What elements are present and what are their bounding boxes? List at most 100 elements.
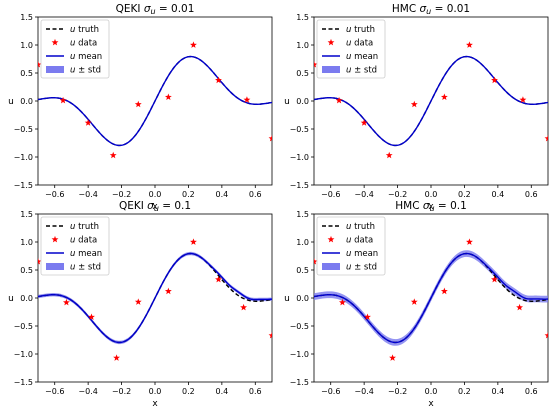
y-tick-label: 1.5 <box>20 210 33 219</box>
x-tick-label: 0.0 <box>425 387 438 396</box>
x-tick-label: 0.2 <box>458 387 471 396</box>
data-point <box>88 313 95 320</box>
data-point <box>84 119 92 126</box>
y-tick-label: −0.5 <box>290 322 309 331</box>
data-point <box>38 258 42 265</box>
data-point <box>389 354 396 361</box>
y-tick-label: 0.0 <box>20 97 33 106</box>
x-tick-label: 0.0 <box>149 387 162 396</box>
y-tick-label: 1.0 <box>20 238 33 247</box>
y-tick-label: −1.5 <box>14 378 33 387</box>
x-tick-label: 0.6 <box>249 190 262 199</box>
legend-label: u truth <box>346 25 375 35</box>
y-tick-label: −1.0 <box>290 350 309 359</box>
y-tick-label: −1.0 <box>14 153 33 162</box>
legend-box <box>316 216 386 276</box>
x-tick-label: −0.6 <box>45 190 64 199</box>
y-tick-label: 0.5 <box>20 266 33 275</box>
legend-label: u mean <box>346 52 378 62</box>
data-point <box>190 41 197 48</box>
y-tick-label: 0.0 <box>20 294 33 303</box>
y-tick-label: −1.0 <box>14 350 33 359</box>
y-tick-label: −1.5 <box>290 181 309 190</box>
x-tick-label: 0.2 <box>182 387 195 396</box>
data-point <box>410 298 418 305</box>
x-tick-label: 0.2 <box>458 190 471 199</box>
x-tick-label: 0.4 <box>215 387 228 396</box>
data-point <box>516 303 524 311</box>
y-tick-label: 0.0 <box>296 294 309 303</box>
data-point <box>466 41 473 48</box>
y-tick-label: 1.0 <box>296 41 309 50</box>
data-point <box>38 61 42 68</box>
x-axis-label: x <box>428 399 434 409</box>
subplot-1: −0.6 −0.4 −0.2 0.0 0.2 0.4 0.6 −1.5 −1.0 −0.5 0.0 0… <box>8 3 273 212</box>
data-point <box>268 134 272 142</box>
legend-label: u truth <box>70 25 99 35</box>
y-axis-label: u <box>284 294 290 304</box>
mean-line <box>38 55 272 147</box>
data-point <box>338 298 346 306</box>
x-tick-label: −0.4 <box>354 387 373 396</box>
data-point <box>544 331 548 339</box>
x-tick-label: −0.2 <box>112 190 131 199</box>
data-point <box>109 151 117 159</box>
data-point <box>519 96 527 103</box>
legend: u truth u data u mean u ± std <box>40 216 110 276</box>
legend: u truth u data u mean u ± std <box>40 19 110 79</box>
y-tick-label: −0.5 <box>290 125 309 134</box>
legend-label: u ± std <box>346 263 377 273</box>
subplot-2: −0.6 −0.4 −0.2 0.0 0.2 0.4 0.6 −1.5 −1.0 −0.5 0.0 0… <box>284 3 549 212</box>
data-point <box>440 93 448 100</box>
data-point <box>215 76 222 84</box>
x-tick-label: 0.6 <box>525 387 538 396</box>
data-point <box>215 275 222 283</box>
subplot-3: −0.6 −0.4 −0.2 0.0 0.2 0.4 0.6 −1.5 −1.0 −0.5 0.0 0… <box>8 200 273 409</box>
data-point <box>268 331 272 339</box>
legend-label: u ± std <box>70 263 101 273</box>
x-axis-label: x <box>152 202 158 212</box>
x-tick-label: 0.4 <box>491 190 504 199</box>
data-point <box>360 119 368 126</box>
legend-data-handle <box>51 38 59 46</box>
subplot-4: −0.6 −0.4 −0.2 0.0 0.2 0.4 0.6 −1.5 −1.0 −0.5 0.0 0… <box>284 200 549 409</box>
data-point <box>491 275 498 283</box>
legend-label: u mean <box>70 249 102 259</box>
x-tick-label: 0.0 <box>149 190 162 199</box>
data-point <box>335 96 343 104</box>
data-point <box>134 298 142 305</box>
x-axis-label: x <box>152 399 158 409</box>
x-tick-label: 0.0 <box>425 190 438 199</box>
y-tick-label: 0.5 <box>20 69 33 78</box>
legend-label: u data <box>70 236 97 246</box>
mean-line <box>38 252 272 344</box>
x-tick-label: 0.6 <box>249 387 262 396</box>
data-point <box>190 238 197 245</box>
y-axis-label: u <box>8 294 14 304</box>
data-point <box>59 96 67 104</box>
legend-data-handle <box>327 38 335 46</box>
x-tick-label: −0.6 <box>321 190 340 199</box>
data-point <box>544 134 548 142</box>
data-point <box>62 298 70 306</box>
y-tick-label: 0.5 <box>296 266 309 275</box>
subplot-title: HMC σu = 0.01 <box>392 3 470 16</box>
data-point <box>440 287 448 295</box>
data-point <box>491 76 498 84</box>
x-tick-label: −0.4 <box>78 387 97 396</box>
legend-label: u data <box>346 39 373 49</box>
legend-label: u truth <box>70 222 99 232</box>
legend-box <box>40 19 110 79</box>
y-tick-label: −1.5 <box>290 378 309 387</box>
x-tick-label: 0.4 <box>215 190 228 199</box>
data-point <box>164 287 172 295</box>
subplot-title: HMC σu = 0.1 <box>395 200 467 213</box>
x-tick-label: 0.2 <box>182 190 195 199</box>
y-tick-label: 1.5 <box>296 210 309 219</box>
y-tick-label: 1.5 <box>296 13 309 22</box>
legend-label: u data <box>70 39 97 49</box>
x-tick-label: −0.6 <box>321 387 340 396</box>
legend-label: u ± std <box>346 66 377 76</box>
data-point <box>410 100 418 108</box>
